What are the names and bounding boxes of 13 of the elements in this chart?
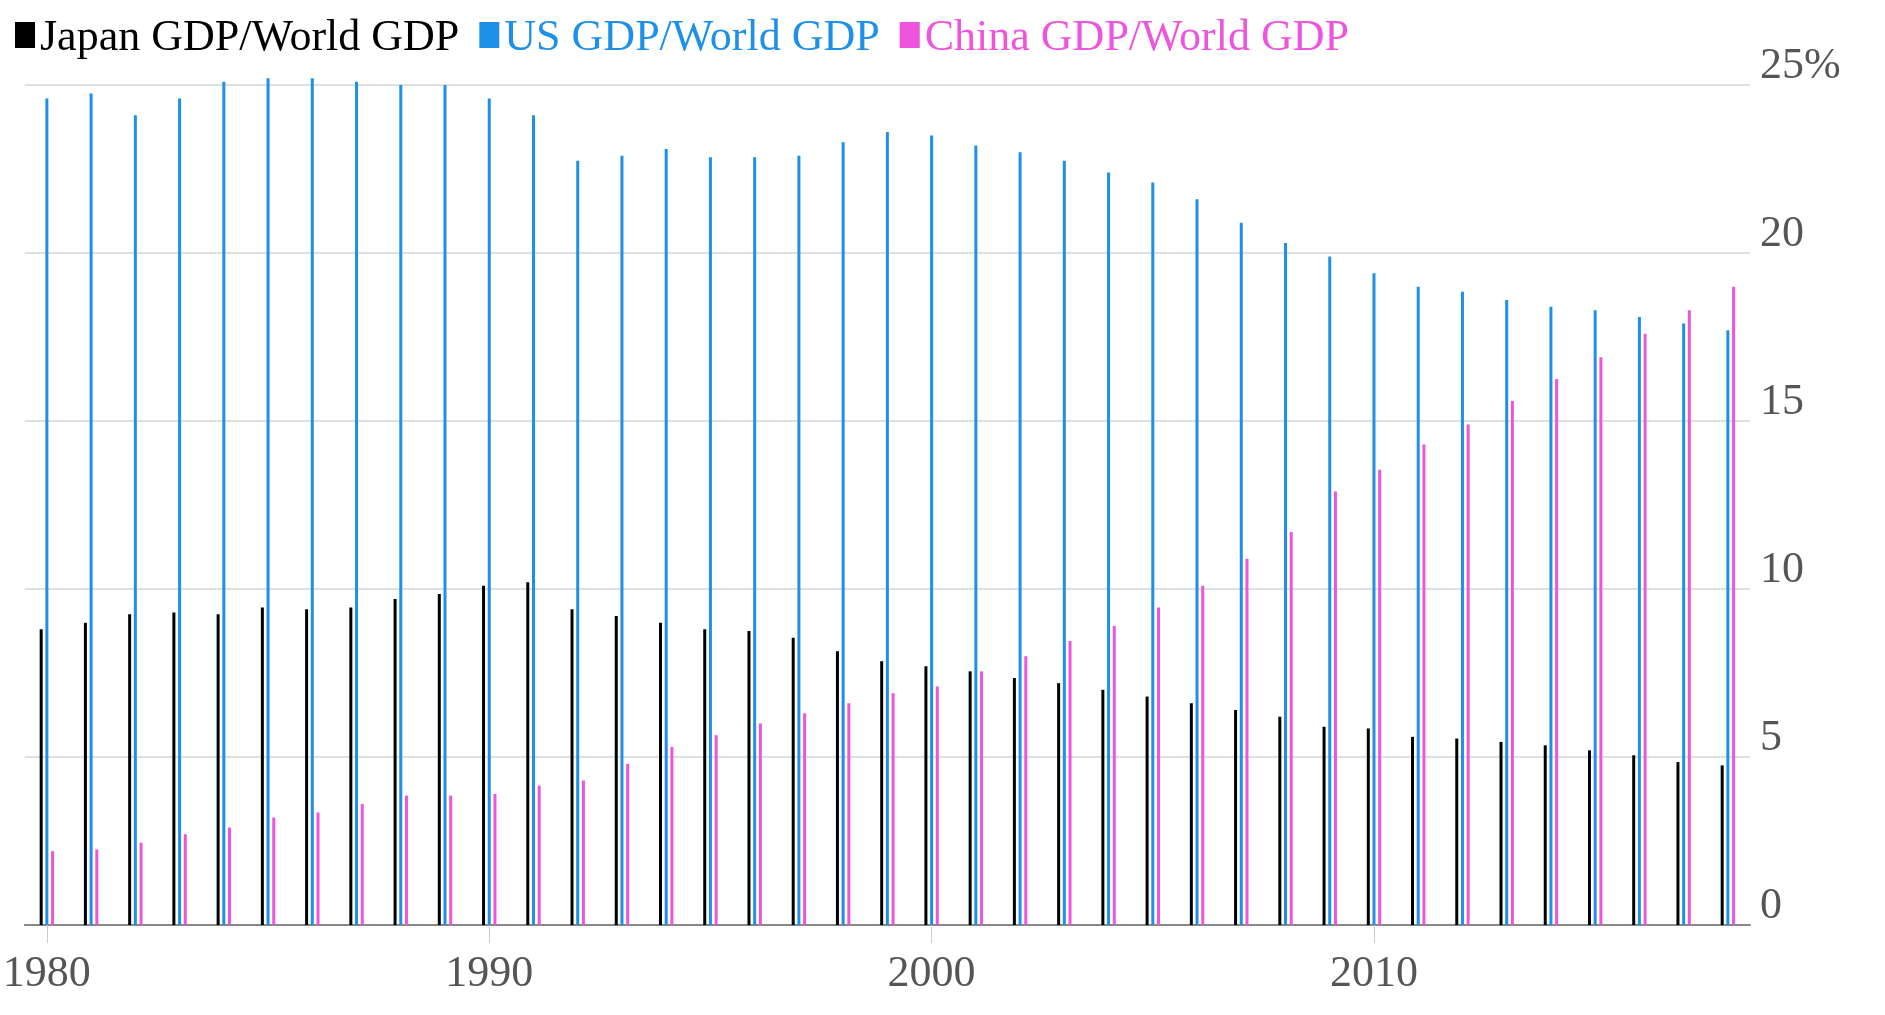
y-tick-label: 20 [1760, 206, 1804, 256]
x-tick-label: 1990 [445, 946, 534, 996]
y-tick-label: 0 [1760, 878, 1782, 928]
y-tick-label: 10 [1760, 542, 1804, 592]
x-tick-label: 1980 [2, 946, 91, 996]
legend-label: Japan GDP/World GDP [40, 10, 460, 60]
legend-label: China GDP/World GDP [924, 10, 1349, 60]
x-tick-label: 2010 [1329, 946, 1418, 996]
x-tick-label: 2000 [887, 946, 976, 996]
y-tick-label: 5 [1760, 710, 1782, 760]
y-tick-label: 25% [1760, 38, 1841, 88]
legend-label: US GDP/World GDP [504, 10, 880, 60]
y-tick-label: 15 [1760, 374, 1804, 424]
